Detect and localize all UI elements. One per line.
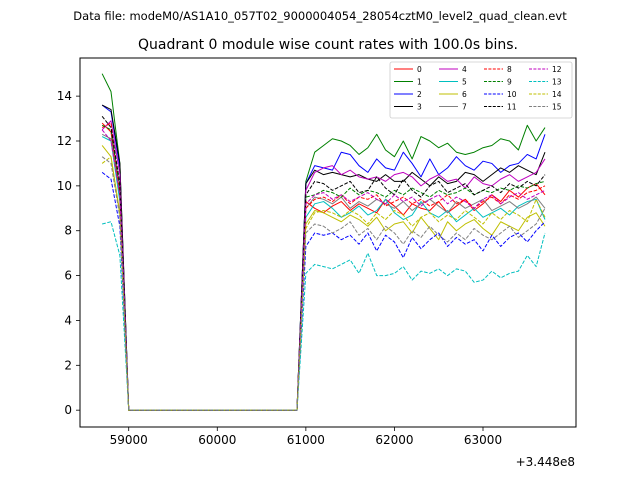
chart-title: Quadrant 0 module wise count rates with … [138, 37, 518, 53]
y-tick-label: 14 [57, 89, 72, 103]
y-tick-label: 0 [64, 403, 72, 417]
y-tick-label: 8 [64, 224, 72, 238]
series-line-9 [101, 124, 546, 411]
legend-label-7: 7 [462, 102, 467, 111]
x-tick-label: 59000 [110, 433, 148, 447]
legend-label-15: 15 [552, 102, 562, 111]
legend-label-11: 11 [507, 102, 517, 111]
x-tick-label: 60000 [198, 433, 236, 447]
series-line-4 [101, 120, 546, 411]
series-line-3 [101, 104, 546, 411]
legend-label-9: 9 [507, 77, 512, 86]
series-line-13 [102, 221, 546, 411]
x-tick-label: 61000 [287, 433, 325, 447]
y-axis-ticks: 0 2 4 6 8 10 12 14 [57, 89, 80, 417]
x-axis-ticks: 59000 60000 61000 62000 63000 [110, 427, 502, 447]
series-line-2 [101, 104, 546, 411]
plot-frame [79, 57, 577, 428]
y-tick-label: 10 [57, 179, 72, 193]
legend-label-6: 6 [462, 90, 467, 99]
x-tick-label: 62000 [375, 433, 413, 447]
legend-box [389, 61, 573, 119]
series-line-1 [101, 73, 546, 411]
legend-label-10: 10 [507, 90, 517, 99]
legend-label-1: 1 [417, 77, 422, 86]
series-line-6 [101, 145, 546, 411]
series-layer [101, 73, 546, 411]
legend-label-12: 12 [552, 65, 562, 74]
legend-label-8: 8 [507, 65, 512, 74]
legend-label-5: 5 [462, 77, 467, 86]
series-line-10 [101, 172, 546, 411]
y-tick-label: 2 [64, 358, 72, 372]
legend-label-4: 4 [462, 65, 467, 74]
series-line-15 [101, 156, 546, 411]
y-tick-label: 6 [64, 269, 72, 283]
series-line-11 [101, 116, 546, 411]
y-tick-label: 4 [64, 313, 72, 327]
legend-label-0: 0 [417, 65, 422, 74]
x-tick-label: 63000 [464, 433, 502, 447]
y-tick-label: 12 [57, 134, 72, 148]
series-line-14 [101, 156, 546, 411]
legend-label-13: 13 [552, 77, 562, 86]
figure-suptitle: Data file: modeM0/AS1A10_057T02_90000040… [73, 9, 567, 23]
series-line-12 [101, 129, 546, 411]
legend-label-2: 2 [417, 90, 422, 99]
legend-label-14: 14 [552, 90, 562, 99]
series-line-7 [101, 133, 546, 411]
x-axis-offset-label: +3.448e8 [516, 455, 575, 469]
legend-label-3: 3 [417, 102, 422, 111]
